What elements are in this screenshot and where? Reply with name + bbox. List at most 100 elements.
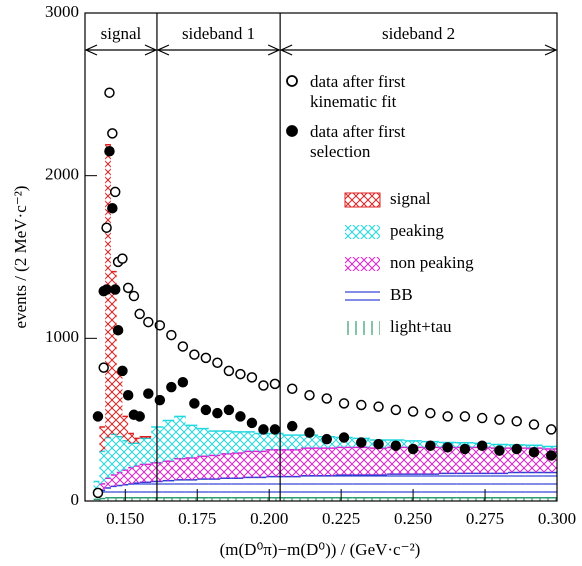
histogram-bin bbox=[99, 483, 106, 491]
histogram-bin bbox=[116, 370, 123, 437]
data-point bbox=[246, 417, 258, 429]
histogram-segment bbox=[99, 498, 106, 501]
histogram-bin bbox=[197, 478, 209, 498]
histogram-segment bbox=[231, 497, 244, 501]
histogram-segment bbox=[208, 431, 221, 456]
histogram-segment bbox=[220, 497, 232, 501]
histogram-segment bbox=[243, 477, 255, 498]
histogram-bin bbox=[439, 472, 457, 498]
histogram-bin bbox=[110, 474, 117, 487]
histogram-segment bbox=[116, 436, 123, 473]
histogram-segment bbox=[266, 497, 284, 501]
histogram-segment bbox=[283, 497, 301, 501]
histogram-bin bbox=[128, 466, 134, 484]
histogram-segment bbox=[508, 472, 526, 498]
histogram-segment bbox=[243, 431, 255, 452]
data-point bbox=[356, 437, 367, 448]
histogram-bin bbox=[133, 442, 140, 467]
histogram-bin bbox=[490, 472, 509, 498]
histogram-bin bbox=[283, 449, 301, 477]
histogram-bin bbox=[197, 455, 209, 480]
histogram-segment bbox=[456, 447, 474, 474]
histogram-segment bbox=[254, 433, 267, 452]
histogram-bin bbox=[318, 475, 336, 498]
histogram-segment bbox=[162, 420, 175, 462]
data-point bbox=[143, 388, 154, 399]
data-point bbox=[235, 411, 246, 422]
histogram-segment bbox=[254, 477, 267, 498]
histogram-segment bbox=[122, 440, 129, 471]
histogram-bin bbox=[122, 440, 129, 471]
histogram-segment bbox=[162, 480, 175, 498]
histogram-segment bbox=[99, 426, 106, 452]
histogram-bin bbox=[128, 442, 134, 468]
histogram-segment bbox=[122, 470, 129, 485]
histogram-segment bbox=[283, 449, 301, 477]
histogram-bin bbox=[231, 431, 244, 454]
histogram-segment bbox=[300, 448, 319, 476]
histogram-segment bbox=[116, 497, 123, 501]
histogram-segment bbox=[185, 497, 198, 501]
legend-swatch bbox=[345, 321, 380, 335]
histogram-segment bbox=[243, 451, 255, 478]
histogram-segment bbox=[116, 472, 123, 486]
histogram-bin bbox=[174, 415, 186, 459]
data-point bbox=[117, 365, 128, 377]
data-point bbox=[104, 146, 115, 157]
histogram-bin bbox=[473, 446, 491, 474]
histogram-segment bbox=[266, 433, 284, 450]
histogram-segment bbox=[300, 475, 319, 498]
histogram-segment bbox=[283, 435, 301, 450]
histogram-bin bbox=[542, 445, 557, 449]
region-label: sideband 2 bbox=[382, 24, 455, 43]
histogram-segment bbox=[473, 447, 491, 474]
data-point bbox=[356, 399, 367, 411]
histogram-segment bbox=[231, 431, 244, 454]
histogram-segment bbox=[133, 483, 140, 498]
histogram-segment bbox=[93, 499, 100, 501]
histogram-bin bbox=[122, 415, 129, 441]
data-point bbox=[107, 202, 118, 214]
histogram-bin bbox=[318, 496, 336, 501]
data-point bbox=[442, 442, 453, 453]
histogram-segment bbox=[542, 497, 557, 501]
data-point bbox=[390, 404, 402, 416]
histogram-segment bbox=[254, 451, 267, 478]
histogram-segment bbox=[133, 438, 140, 444]
data-point bbox=[528, 419, 540, 430]
data-point bbox=[494, 445, 505, 456]
histogram-segment bbox=[254, 497, 267, 501]
histogram-bin bbox=[116, 435, 123, 473]
histogram-bin bbox=[283, 475, 301, 498]
histogram-segment bbox=[266, 449, 284, 477]
histogram-bin bbox=[110, 270, 117, 435]
legend-label: data after first selection bbox=[310, 122, 406, 161]
data-point bbox=[92, 411, 104, 422]
data-point bbox=[134, 411, 145, 422]
histogram-segment bbox=[352, 497, 370, 501]
histogram-segment bbox=[335, 497, 353, 501]
histogram-segment bbox=[105, 497, 111, 501]
data-point bbox=[459, 411, 471, 422]
data-point bbox=[545, 424, 557, 435]
histogram-segment bbox=[318, 475, 336, 498]
histogram-segment bbox=[185, 425, 198, 458]
histogram-bin bbox=[300, 496, 319, 501]
legend-label: peaking bbox=[390, 221, 444, 240]
histogram-segment bbox=[110, 497, 117, 501]
histogram-bin bbox=[185, 457, 198, 480]
histogram-bin bbox=[352, 446, 370, 475]
histogram-segment bbox=[128, 433, 134, 444]
histogram-segment bbox=[174, 458, 186, 480]
data-point bbox=[459, 443, 471, 455]
histogram-segment bbox=[197, 456, 209, 480]
histogram-segment bbox=[128, 467, 134, 484]
data-point bbox=[143, 316, 154, 328]
x-tick-label: 0.175 bbox=[178, 509, 216, 528]
histogram-bin bbox=[231, 452, 244, 479]
data-point bbox=[223, 404, 235, 416]
data-point bbox=[109, 186, 121, 198]
x-tick-label: 0.250 bbox=[394, 509, 432, 528]
